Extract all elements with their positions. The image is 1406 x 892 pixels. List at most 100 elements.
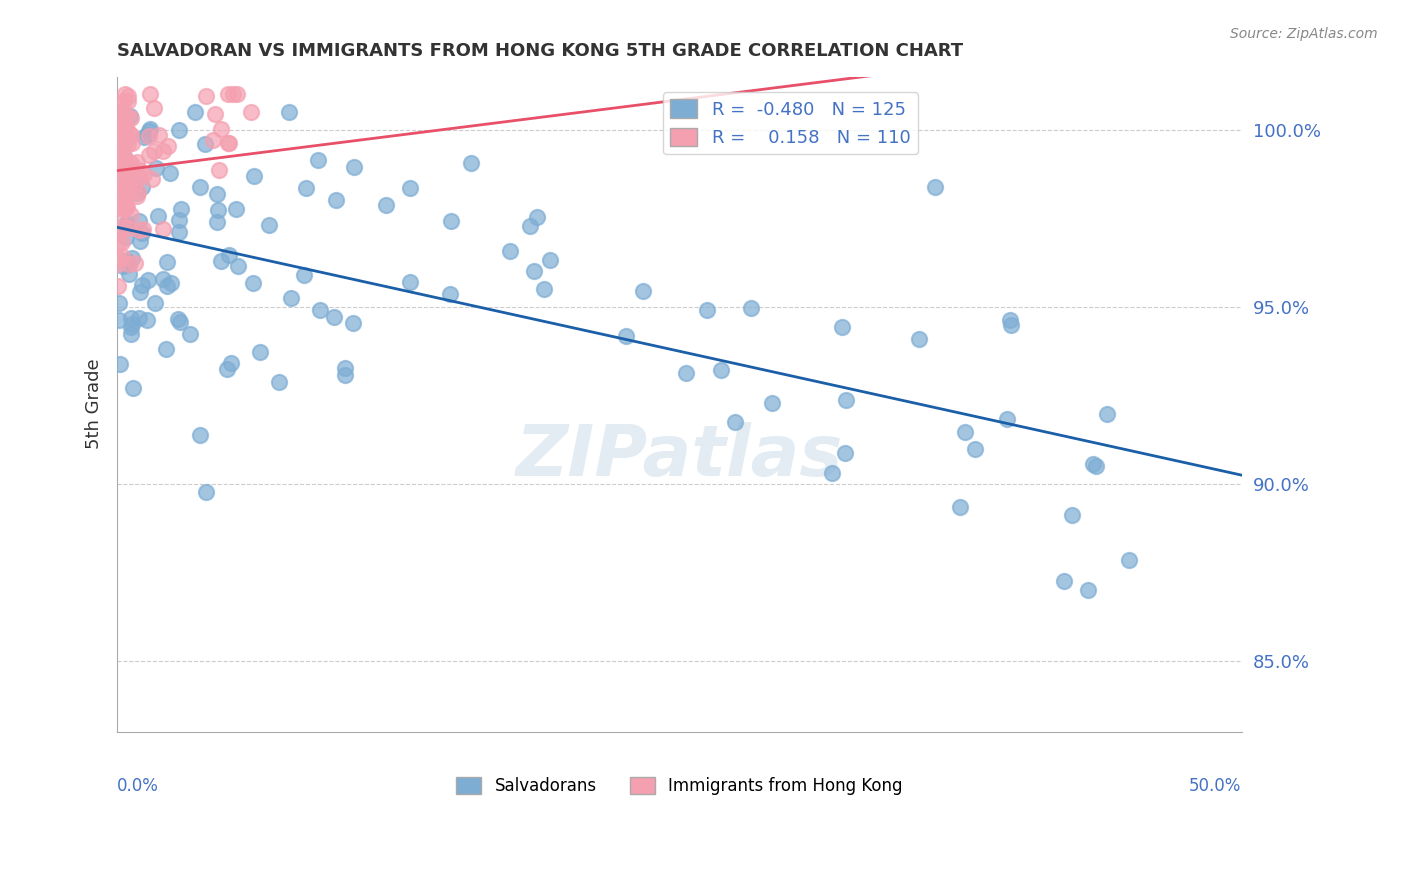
Point (152, 144, 174, 158)
Point (115, 184, 138, 198)
Point (631, 285, 654, 299)
Point (295, 181, 318, 195)
Point (740, 301, 762, 316)
Point (129, 234, 152, 248)
Point (117, 257, 139, 271)
Point (111, 133, 134, 147)
Point (112, 153, 135, 167)
Point (118, 257, 141, 271)
Point (128, 310, 150, 325)
Point (249, 344, 271, 359)
Point (209, 121, 232, 136)
Point (526, 211, 548, 225)
Point (136, 128, 159, 143)
Point (195, 88, 218, 103)
Point (110, 142, 132, 156)
Point (110, 357, 132, 371)
Point (724, 415, 747, 429)
Point (1000, 318, 1022, 332)
Point (217, 87, 239, 102)
Point (111, 144, 134, 158)
Point (538, 253, 561, 268)
Point (141, 172, 163, 186)
Point (107, 141, 129, 155)
Point (499, 244, 522, 259)
Point (138, 123, 160, 137)
Text: ZIPatlas: ZIPatlas (516, 422, 844, 491)
Point (107, 151, 129, 165)
Point (111, 105, 134, 120)
Point (955, 425, 977, 440)
Point (108, 201, 131, 215)
Point (107, 175, 129, 189)
Point (675, 367, 697, 381)
Point (225, 202, 247, 217)
Point (115, 200, 138, 214)
Point (117, 175, 139, 189)
Point (121, 164, 143, 178)
Y-axis label: 5th Grade: 5th Grade (86, 359, 103, 450)
Point (167, 122, 190, 136)
Point (110, 99, 132, 113)
Point (342, 161, 364, 175)
Point (115, 190, 138, 204)
Point (111, 166, 134, 180)
Point (107, 126, 129, 140)
Point (184, 105, 207, 120)
Point (152, 272, 174, 286)
Point (108, 137, 131, 152)
Point (107, 149, 129, 163)
Point (107, 227, 129, 241)
Point (398, 180, 420, 194)
Point (218, 248, 240, 262)
Point (117, 267, 139, 281)
Point (128, 162, 150, 177)
Point (114, 218, 136, 232)
Point (108, 296, 131, 310)
Point (108, 252, 131, 266)
Point (121, 317, 143, 331)
Point (188, 180, 211, 194)
Point (145, 161, 167, 175)
Point (222, 87, 245, 102)
Point (120, 310, 142, 325)
Point (335, 368, 357, 382)
Point (167, 212, 190, 227)
Point (257, 218, 280, 232)
Point (114, 136, 136, 150)
Point (179, 327, 201, 342)
Point (112, 155, 135, 169)
Point (120, 112, 142, 126)
Point (129, 169, 152, 184)
Point (118, 109, 141, 123)
Point (269, 376, 291, 390)
Point (111, 249, 134, 263)
Point (138, 148, 160, 162)
Point (218, 136, 240, 151)
Point (120, 156, 142, 170)
Point (148, 209, 170, 223)
Point (156, 279, 179, 293)
Point (523, 264, 546, 278)
Point (132, 221, 155, 235)
Point (188, 427, 211, 442)
Point (129, 285, 152, 300)
Point (226, 259, 249, 273)
Point (131, 180, 153, 194)
Point (219, 356, 242, 370)
Point (696, 302, 718, 317)
Point (205, 215, 228, 229)
Point (107, 130, 129, 145)
Point (114, 202, 136, 216)
Point (280, 291, 302, 305)
Point (117, 173, 139, 187)
Point (111, 122, 134, 136)
Point (374, 198, 396, 212)
Point (110, 191, 132, 205)
Point (215, 362, 238, 376)
Point (205, 187, 228, 202)
Point (107, 163, 129, 178)
Point (1097, 407, 1119, 421)
Point (239, 105, 262, 120)
Point (831, 320, 853, 334)
